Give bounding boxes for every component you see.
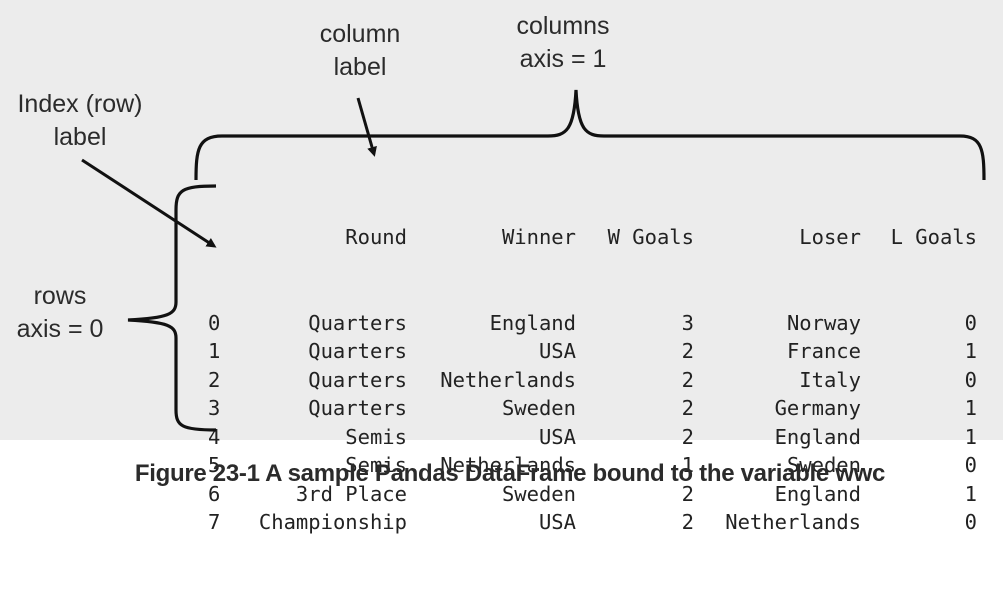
cell-round: Quarters [308, 396, 407, 420]
rows-axis-annotation: rows axis = 0 [5, 280, 115, 346]
header-row: Round Winner W Goals Loser L Goals [204, 223, 977, 252]
cell-index: 1 [208, 339, 221, 363]
index-label-arrow [81, 158, 217, 248]
table-row: 1 Quarters USA 2 France 1 [204, 337, 977, 366]
cell-l-goals: 1 [964, 481, 977, 506]
cell-winner: USA [538, 510, 576, 534]
figure-caption: Figure 23-1 A sample Pandas DataFrame bo… [134, 460, 886, 487]
cell-w-goals: 2 [681, 367, 694, 392]
cell-round: Semis [345, 424, 407, 449]
table-row: 7 Championship USA 2 Netherlands 0 [204, 508, 977, 537]
cell-round: Quarters [308, 339, 407, 363]
cell-l-goals: 0 [964, 367, 977, 392]
cell-l-goals: 0 [964, 510, 977, 534]
columns-axis-line-2: axis = 1 [519, 45, 607, 73]
cell-w-goals: 2 [681, 339, 694, 363]
header-winner: Winner [501, 225, 576, 249]
index-label-annotation: Index (row) label [5, 88, 155, 154]
cell-index: 2 [208, 367, 221, 392]
cell-round: Quarters [308, 310, 407, 335]
cell-winner: USA [538, 424, 576, 449]
cell-loser: Sweden [786, 453, 861, 477]
cell-round: Championship [258, 510, 407, 534]
cell-l-goals: 1 [964, 424, 977, 449]
cell-winner: England [489, 310, 576, 335]
cell-round: 3rd Place [295, 481, 407, 506]
index-label-line-2: label [53, 123, 107, 151]
cell-index: 3 [208, 396, 221, 420]
cell-winner: Netherlands [440, 367, 576, 392]
cell-index: 0 [208, 310, 221, 335]
header-round: Round [345, 225, 407, 249]
table-row: 0 Quarters England 3 Norway 0 [204, 309, 977, 338]
cell-loser: England [774, 481, 861, 506]
cell-l-goals: 1 [964, 396, 977, 420]
cell-winner: Sweden [501, 396, 576, 420]
header-l-goals: L Goals [890, 225, 977, 249]
cell-w-goals: 2 [681, 510, 694, 534]
cell-loser: Italy [799, 367, 861, 392]
cell-loser: Germany [774, 396, 861, 420]
header-w-goals: W Goals [607, 225, 694, 249]
cell-index: 7 [208, 510, 221, 534]
index-label-line-1: Index (row) [17, 90, 143, 118]
column-label-arrow [356, 97, 377, 157]
cell-round: Semis [345, 453, 407, 477]
cell-l-goals: 0 [964, 453, 977, 477]
cell-loser: England [774, 424, 861, 449]
table-row: 3 Quarters Sweden 2 Germany 1 [204, 394, 977, 423]
cell-winner: USA [538, 339, 576, 363]
columns-brace [194, 89, 986, 181]
rows-axis-line-2: axis = 0 [16, 315, 104, 343]
table-row: 4 Semis USA 2 England 1 [204, 423, 977, 452]
cell-w-goals: 3 [681, 310, 694, 335]
cell-l-goals: 0 [964, 310, 977, 335]
annotation-overlay [81, 89, 986, 432]
cell-w-goals: 1 [681, 453, 694, 477]
table-row: 5 Semis Netherlands 1 Sweden 0 [204, 451, 977, 480]
cell-loser: France [786, 339, 861, 363]
cell-round: Quarters [308, 367, 407, 392]
columns-axis-annotation: columns axis = 1 [493, 10, 633, 76]
cell-winner: Netherlands [440, 453, 576, 477]
cell-l-goals: 1 [964, 339, 977, 363]
cell-w-goals: 2 [681, 396, 694, 420]
column-label-line-2: label [333, 53, 387, 81]
figure-panel: column label columns axis = 1 Index (row… [0, 0, 1003, 534]
cell-index: 6 [208, 481, 221, 506]
table-row: 2 Quarters Netherlands 2 Italy 0 [204, 366, 977, 395]
header-loser: Loser [799, 225, 861, 249]
table-row: 6 3rd Place Sweden 2 England 1 [204, 480, 977, 509]
column-label-annotation: column label [300, 18, 420, 84]
cell-index: 5 [208, 453, 221, 477]
cell-loser: Norway [786, 310, 861, 335]
columns-axis-line-1: columns [516, 12, 610, 40]
rows-brace [127, 184, 217, 432]
column-label-line-1: column [319, 20, 401, 48]
cell-w-goals: 2 [681, 481, 694, 506]
cell-loser: Netherlands [725, 510, 861, 534]
cell-w-goals: 2 [681, 424, 694, 449]
rows-axis-line-1: rows [33, 282, 87, 310]
cell-winner: Sweden [501, 481, 576, 506]
